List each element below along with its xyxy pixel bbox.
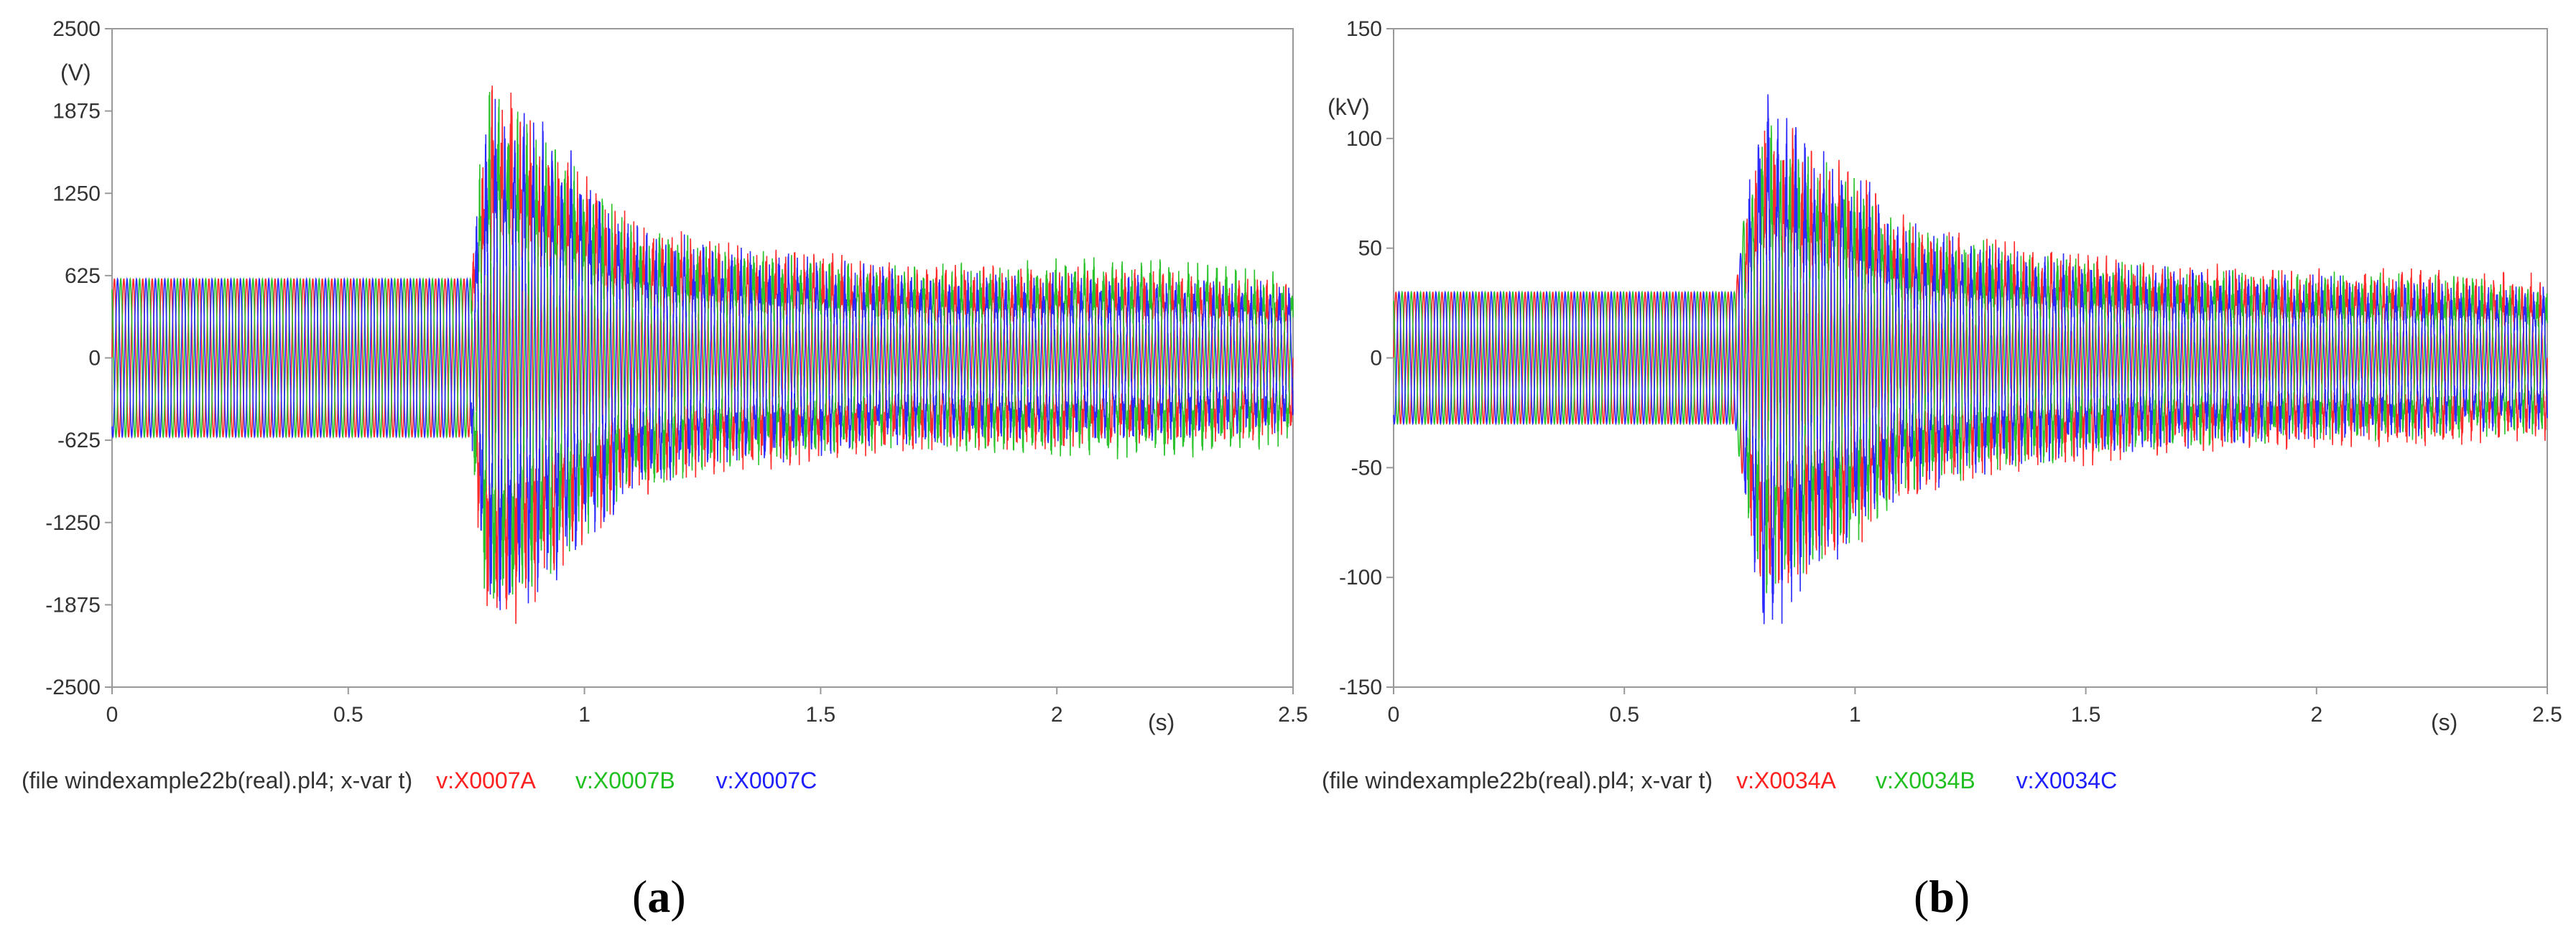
y-axis-a: 2500 1875 1250 625 0 -625 -1250 -1875 -2500 [45,17,112,699]
y-tick-label-a: 0 [88,347,101,370]
series-line-b-1 [1393,128,2548,584]
legend-series-a-2: v:X0007B [575,768,675,793]
x-tick-label-b: 0 [1388,703,1400,727]
x-tick-label-a: 2.5 [1278,703,1308,727]
y-unit-b: (kV) [1328,94,1370,120]
y-tick-label-b: 150 [1346,17,1382,41]
y-unit-a: (V) [60,60,91,85]
y-tick-label-a: -1250 [45,511,101,535]
x-axis-a: 0 0.5 1 1.5 2 2.5 [106,687,1308,727]
x-tick-label-b: 2.5 [2532,703,2562,727]
legend-a: (file windexample22b(real).pl4; x-var t)… [22,768,817,793]
y-tick-label-a: 1875 [52,100,101,123]
y-tick-label-a: 625 [65,264,101,288]
x-tick-label-b: 0.5 [1609,703,1639,727]
x-tick-label-a: 0 [106,703,119,727]
x-tick-label-a: 0.5 [333,703,363,727]
y-tick-label-a: 1250 [52,182,101,205]
legend-b: (file windexample22b(real).pl4; x-var t)… [1322,768,2117,793]
series-line-a-3 [111,98,1294,610]
caption-a: (a) [632,871,686,922]
legend-series-b-1: v:X0034A [1736,768,1836,793]
x-tick-label-b: 1.5 [2071,703,2101,727]
legend-prefix-b: (file windexample22b(real).pl4; x-var t) [1322,768,1713,793]
x-tick-label-b: 2 [2310,703,2322,727]
legend-series-a-1: v:X0007A [436,768,536,793]
y-tick-label-b: 50 [1358,237,1382,261]
legend-prefix-a: (file windexample22b(real).pl4; x-var t) [22,768,412,793]
panel-b: 150 100 50 0 -50 -100 -150 0 0.5 1 1.5 2 2.5 (kV) (… [1322,17,2562,922]
y-tick-label-a: -2500 [45,676,101,699]
series-line-b-2 [1393,125,2548,594]
waveforms-b [1393,94,2548,625]
y-tick-label-a: -625 [57,429,101,452]
x-tick-label-a: 1 [578,703,590,727]
legend-series-b-3: v:X0034C [2016,768,2118,793]
series-line-b-3 [1393,94,2548,625]
y-tick-label-b: 0 [1370,347,1382,370]
y-tick-label-b: -100 [1339,566,1382,589]
x-unit-a: (s) [1148,709,1175,735]
x-unit-b: (s) [2431,709,2457,735]
legend-series-b-2: v:X0034B [1876,768,1975,793]
y-axis-b: 150 100 50 0 -50 -100 -150 [1339,17,1394,699]
y-tick-label-b: 100 [1346,127,1382,151]
legend-series-a-3: v:X0007C [716,768,817,793]
y-tick-label-b: -150 [1339,676,1382,699]
x-tick-label-a: 1.5 [806,703,836,727]
panel-a: 2500 1875 1250 625 0 -625 -1250 -1875 -2500 0 0.5… [22,17,1308,922]
series-line-a-1 [111,85,1294,624]
caption-b: (b) [1914,871,1970,922]
y-tick-label-a: -1875 [45,593,101,617]
series-line-a-2 [111,91,1294,599]
x-tick-label-a: 2 [1051,703,1063,727]
y-tick-label-a: 2500 [52,17,101,41]
y-tick-label-b: -50 [1351,456,1382,480]
waveforms-a [111,85,1294,624]
x-axis-b: 0 0.5 1 1.5 2 2.5 [1388,687,2562,727]
x-tick-label-b: 1 [1849,703,1861,727]
